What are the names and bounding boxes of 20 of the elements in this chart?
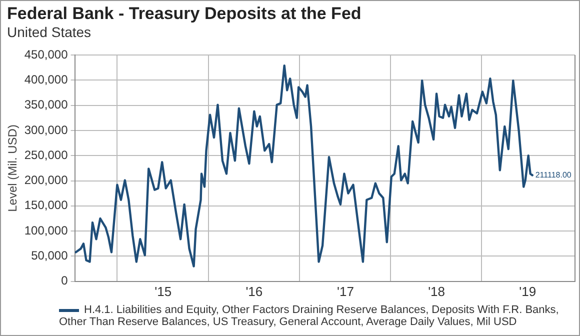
y-tick-label: 300,000 [24, 122, 68, 137]
y-tick-label: 50,000 [31, 248, 68, 263]
x-tick-label: '16 [246, 284, 263, 299]
y-tick-label: 0 [61, 274, 68, 288]
x-tick-label: '18 [428, 284, 446, 299]
x-tick-label: '17 [336, 284, 354, 299]
y-tick-label: 450,000 [24, 47, 68, 62]
chart-subtitle: United States [7, 24, 92, 40]
y-tick-label: 100,000 [24, 223, 68, 238]
legend-label: H.4.1. Liabilities and Equity, Other Factors Draining Reserve Balances, Deposits With F.R. Banks, Other Than Reserve Balances, US Treasury, General Account, Average Daily Values, Mil USD [59, 304, 559, 328]
data-label: 211118.00 [535, 170, 572, 180]
y-tick-label: 150,000 [24, 198, 68, 212]
chart-title: Federal Bank - Treasury Deposits at the Fed [7, 4, 362, 24]
y-tick-label: 200,000 [24, 173, 68, 188]
x-tick-label: '15 [154, 284, 172, 299]
y-tick-label: 250,000 [24, 148, 68, 162]
x-tick-label: '19 [519, 284, 536, 299]
y-tick-label: 400,000 [24, 72, 68, 86]
y-tick-label: 350,000 [24, 98, 68, 112]
y-axis-title: Level (Mil. USD) [6, 124, 20, 212]
